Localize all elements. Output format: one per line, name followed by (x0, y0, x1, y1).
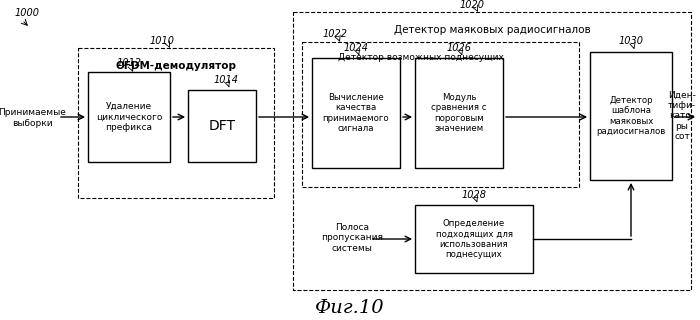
Bar (302, 42, 579, 187)
Bar (415, 58, 503, 168)
Text: Детектор маяковых радиосигналов: Детектор маяковых радиосигналов (393, 25, 590, 35)
Text: 1030: 1030 (619, 36, 643, 46)
Bar (88, 72, 170, 162)
Text: Детектор
шаблона
маяковых
радиосигналов: Детектор шаблона маяковых радиосигналов (596, 96, 666, 136)
Text: 1028: 1028 (461, 190, 486, 200)
Text: Полоса
пропускания
системы: Полоса пропускания системы (321, 223, 383, 253)
Bar (188, 90, 256, 162)
Text: Вычисление
качества
принимаемого
сигнала: Вычисление качества принимаемого сигнала (323, 93, 389, 133)
Text: Удаление
циклического
префикса: Удаление циклического префикса (96, 102, 162, 132)
Bar (78, 48, 274, 198)
Text: Модуль
сравнения с
пороговым
значением: Модуль сравнения с пороговым значением (431, 93, 486, 133)
Text: 1020: 1020 (459, 0, 484, 10)
Bar (415, 205, 533, 273)
Text: 1010: 1010 (150, 36, 174, 46)
Bar (293, 12, 691, 290)
Bar (312, 58, 400, 168)
Text: Детектор возможных поднесущих: Детектор возможных поднесущих (337, 53, 503, 62)
Text: 1012: 1012 (116, 58, 141, 68)
Text: OFDM-демодулятор: OFDM-демодулятор (116, 61, 237, 71)
Text: Принимаемые
выборки: Принимаемые выборки (0, 108, 66, 128)
Text: 1024: 1024 (344, 43, 368, 53)
Bar (590, 52, 672, 180)
Text: 1026: 1026 (447, 43, 472, 53)
Text: 1000: 1000 (15, 8, 40, 18)
Text: Иден-
тифи-
като-
ры
сот: Иден- тифи- като- ры сот (668, 91, 696, 141)
Text: Фиг.10: Фиг.10 (315, 299, 385, 317)
Text: DFT: DFT (209, 119, 235, 133)
Text: 1014: 1014 (214, 75, 239, 85)
Text: Определение
подходящих для
использования
поднесущих: Определение подходящих для использования… (435, 219, 512, 259)
Text: 1022: 1022 (323, 29, 347, 39)
